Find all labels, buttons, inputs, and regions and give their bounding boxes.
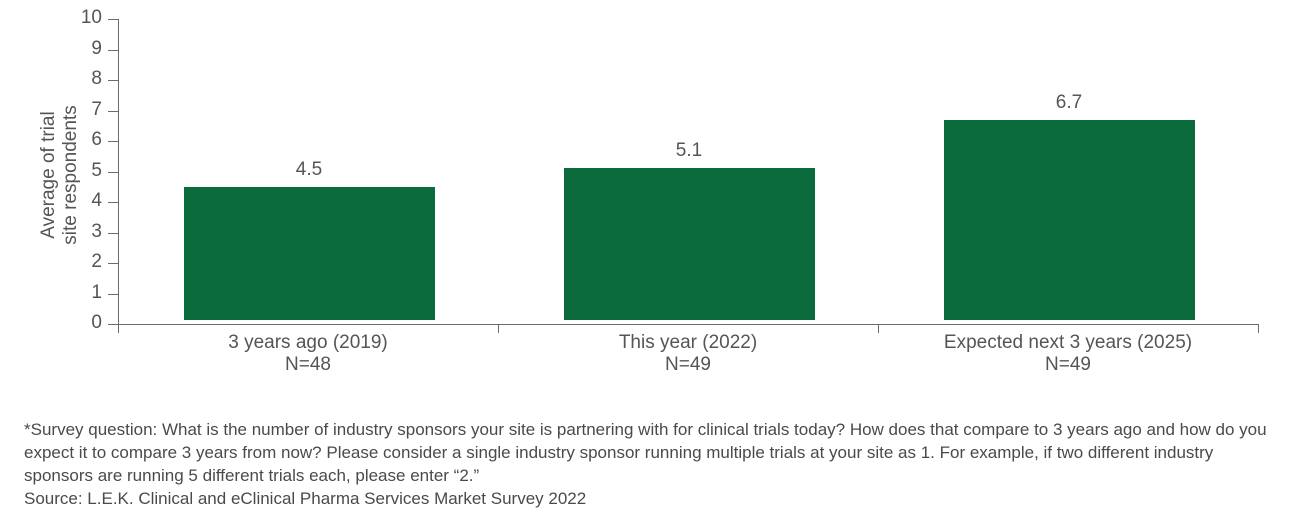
y-axis-tick [108, 19, 118, 20]
y-axis-tick-label: 10 [80, 7, 102, 28]
y-axis-tick-label: 9 [91, 37, 102, 59]
category-name: Expected next 3 years (2025) [943, 332, 1193, 353]
bar [943, 119, 1195, 320]
y-axis-tick [108, 263, 118, 264]
y-axis-tick [108, 80, 118, 81]
y-axis-tick [108, 49, 118, 51]
x-axis-tick [498, 324, 499, 333]
y-axis-title-line-1: Average of trial [38, 111, 59, 239]
category-label: Expected next 3 years (2025) N=49 [878, 332, 1258, 376]
category-label: This year (2022) N=49 [498, 332, 878, 376]
bar-value-label: 4.5 [295, 158, 323, 180]
y-axis-tick-label: 1 [91, 281, 102, 303]
x-axis-tick [1258, 324, 1259, 333]
x-axis-line [108, 324, 1259, 325]
y-axis-tick-label: 8 [91, 68, 102, 89]
category-label: 3 years ago (2019) N=48 [118, 332, 498, 376]
x-axis-tick [878, 324, 879, 333]
y-axis-tick [108, 293, 118, 295]
bar-value-label: 6.7 [1055, 91, 1083, 113]
bar-value-label: 5.1 [675, 140, 703, 162]
y-axis-tick [108, 141, 118, 142]
sample-size: N=49 [665, 354, 711, 375]
y-axis-tick [108, 232, 118, 234]
y-axis-tick-label: 2 [91, 251, 102, 272]
y-axis-tick [108, 324, 118, 325]
survey-question-note: *Survey question: What is the number of … [24, 420, 1267, 485]
bar [563, 168, 815, 320]
y-axis-tick-label: 7 [91, 98, 102, 120]
x-axis-tick [118, 324, 119, 333]
y-axis-tick-label: 0 [91, 312, 102, 333]
y-axis-line [118, 19, 119, 332]
y-axis-tick [108, 202, 118, 203]
y-axis-tick-label: 4 [91, 190, 102, 211]
y-axis-tick-label: 3 [91, 220, 102, 242]
category-name: 3 years ago (2019) [228, 332, 388, 353]
y-axis-tick [108, 171, 118, 173]
sample-size: N=49 [1045, 354, 1091, 375]
y-axis-tick-label: 6 [91, 129, 102, 150]
sample-size: N=48 [285, 354, 331, 375]
y-axis-tick-label: 5 [91, 159, 102, 181]
footnote: *Survey question: What is the number of … [24, 418, 1284, 510]
category-name: This year (2022) [618, 332, 758, 353]
bar [183, 186, 435, 320]
y-axis-tick [108, 110, 118, 112]
source-note: Source: L.E.K. Clinical and eClinical Ph… [24, 489, 587, 508]
